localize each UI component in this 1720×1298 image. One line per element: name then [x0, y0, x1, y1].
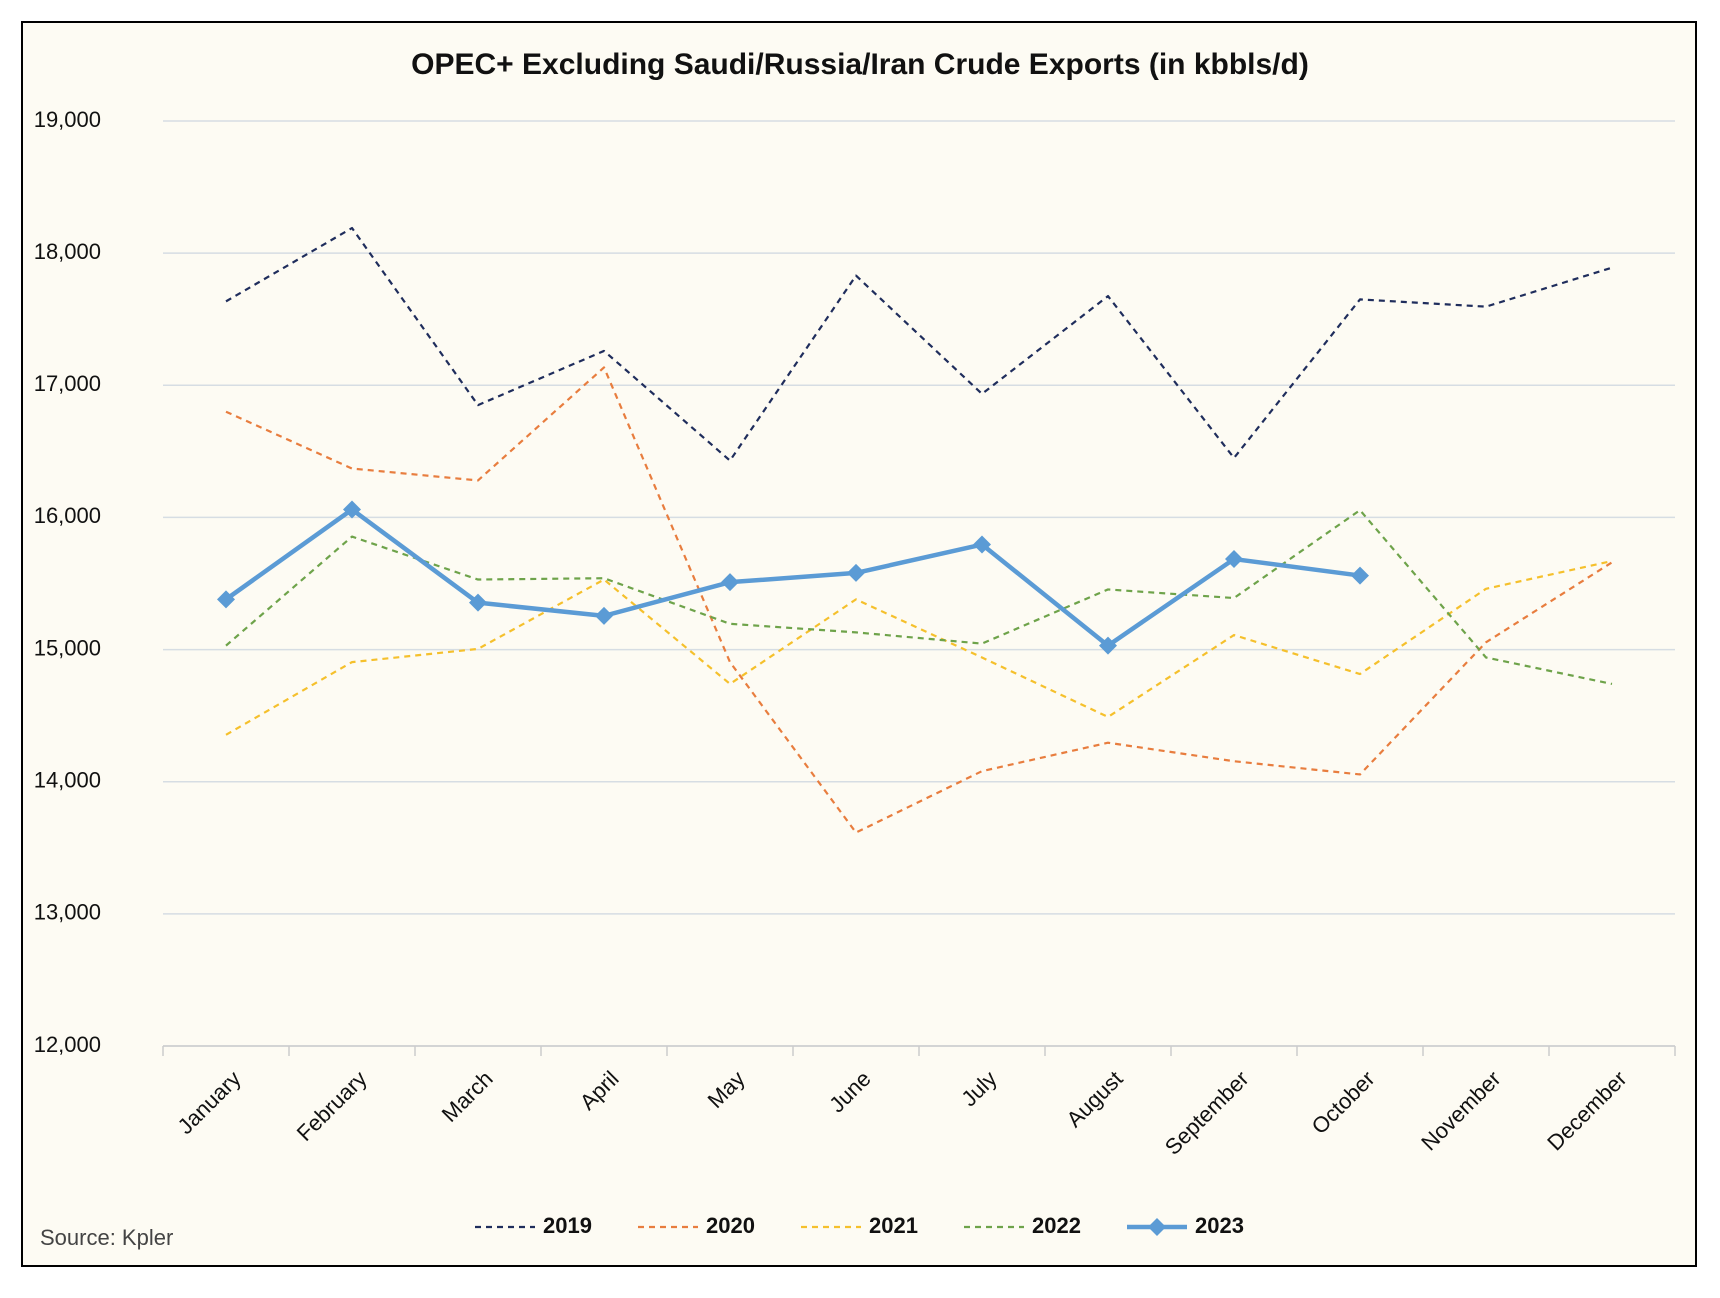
point-marker	[217, 590, 235, 609]
y-tick-label: 16,000	[34, 503, 101, 528]
series-line	[225, 366, 1613, 834]
point-marker	[1351, 566, 1369, 585]
chart-frame	[21, 21, 1697, 1267]
y-tick-label: 19,000	[34, 107, 101, 132]
legend-label: 2023	[1195, 1213, 1244, 1238]
point-marker	[469, 593, 487, 612]
series-line	[225, 509, 1613, 686]
point-marker	[721, 573, 739, 592]
legend-label: 2022	[1032, 1213, 1081, 1238]
legend-label: 2019	[543, 1213, 592, 1238]
legend-marker	[1148, 1218, 1166, 1236]
point-marker	[1225, 550, 1243, 569]
series-line	[225, 226, 1613, 462]
chart-title: OPEC+ Excluding Saudi/Russia/Iran Crude …	[411, 48, 1309, 81]
point-marker	[595, 606, 613, 625]
y-tick-label: 13,000	[34, 900, 101, 925]
legend-label: 2021	[869, 1213, 918, 1238]
y-tick-label: 17,000	[34, 371, 101, 396]
point-marker	[847, 563, 865, 582]
legend-label: 2020	[706, 1213, 755, 1238]
series-line	[224, 507, 1361, 648]
source-note: Source: Kpler	[40, 1225, 173, 1250]
y-tick-label: 12,000	[34, 1032, 101, 1057]
point-marker	[343, 500, 361, 519]
point-marker	[973, 535, 991, 554]
y-tick-label: 18,000	[34, 239, 101, 264]
y-tick-label: 15,000	[34, 635, 101, 660]
y-tick-label: 14,000	[34, 768, 101, 793]
point-marker	[1099, 636, 1117, 655]
